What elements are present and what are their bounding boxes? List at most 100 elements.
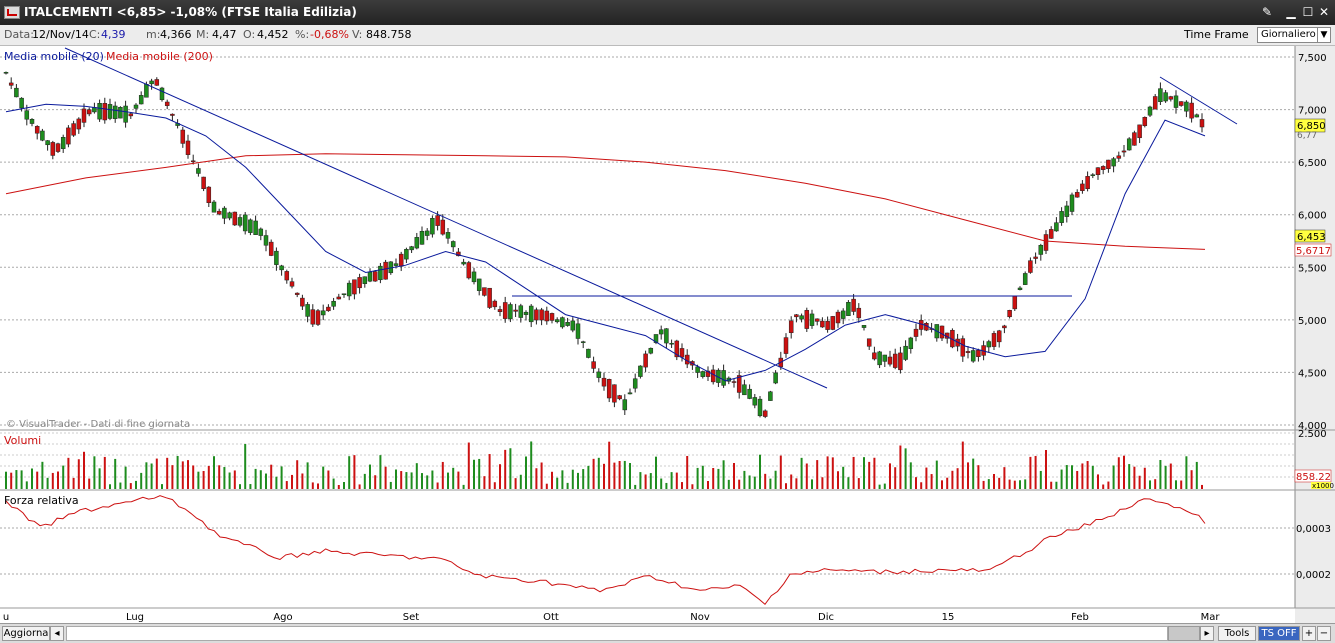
candle-body	[346, 282, 352, 297]
candle-body	[908, 337, 914, 349]
candle-body	[762, 410, 768, 417]
candle-body	[341, 293, 347, 295]
scroll-left-button[interactable]: ◂	[50, 626, 64, 641]
candle-body	[279, 265, 284, 271]
candle-body	[856, 307, 862, 319]
candle-body	[903, 345, 908, 360]
refresh-button[interactable]: Aggiorna	[2, 626, 50, 641]
candle-body	[378, 265, 383, 281]
candle-body	[794, 314, 799, 318]
candle-body	[1012, 295, 1018, 310]
candle-body	[820, 320, 825, 328]
candle-body	[284, 271, 290, 281]
candle-body	[830, 316, 836, 330]
candle-body	[1106, 159, 1111, 170]
candle-body	[50, 142, 56, 156]
close-label: C:	[89, 28, 101, 41]
candle-body	[461, 261, 466, 265]
candle-body	[372, 271, 378, 282]
horizontal-scrollbar[interactable]	[66, 626, 1168, 641]
candle-body	[627, 392, 633, 395]
min-label: m:	[146, 28, 161, 41]
close-button[interactable]: ✕	[1318, 5, 1330, 19]
candle-body	[835, 311, 841, 324]
candle-body	[747, 388, 752, 399]
max-value: 4,47	[212, 28, 237, 41]
plus-icon[interactable]: +	[1302, 626, 1316, 641]
scroll-thumb[interactable]	[1168, 626, 1200, 641]
candle-body	[450, 241, 456, 248]
candle-body	[336, 296, 342, 300]
candle-body	[586, 348, 591, 358]
candle-body	[617, 395, 622, 400]
maximize-button[interactable]: ☐	[1302, 5, 1314, 19]
candle-body	[211, 201, 217, 213]
candle-body	[320, 310, 326, 316]
y-tick-label: 0,0002	[1296, 570, 1331, 581]
candle-body	[1184, 101, 1189, 112]
candle-body	[357, 277, 362, 289]
min-value: 4,366	[160, 28, 192, 41]
candle-body	[24, 110, 30, 120]
ma20-badge: 6,453	[1297, 232, 1326, 243]
minus-icon[interactable]: −	[1317, 626, 1331, 641]
candle-body	[887, 356, 893, 365]
minimize-button[interactable]: ▁	[1286, 5, 1296, 19]
candle-body	[752, 397, 758, 406]
scroll-right-button[interactable]: ▸	[1200, 626, 1214, 641]
ts-toggle-button[interactable]: TS OFF	[1258, 626, 1300, 641]
candle-body	[492, 300, 498, 308]
y-tick-label: 5,500	[1298, 263, 1327, 274]
volume-last-badge: 858.22	[1296, 472, 1331, 483]
candle-body	[253, 220, 258, 235]
candle-body	[232, 211, 238, 226]
candle-body	[352, 279, 357, 295]
candle-body	[331, 300, 336, 307]
candle-body	[679, 348, 685, 358]
candle-body	[632, 378, 638, 389]
candle-body	[55, 143, 61, 152]
rs-panel-label: Forza relativa	[4, 494, 79, 507]
candle-body	[398, 253, 404, 267]
candle-body	[107, 104, 113, 119]
candle-body	[757, 398, 763, 417]
tools-pin-icon[interactable]: ✎	[1261, 5, 1273, 19]
chevron-down-icon: ▼	[1317, 28, 1330, 42]
candle-body	[128, 113, 134, 117]
candle-body	[367, 271, 373, 282]
candle-body	[112, 105, 118, 119]
candle-body	[1173, 95, 1179, 108]
candle-body	[658, 329, 664, 335]
candle-body	[476, 278, 482, 291]
candle-body	[861, 325, 867, 328]
legend-ma200: Media mobile (200)	[106, 50, 213, 63]
candle-body	[263, 235, 269, 246]
candle-body	[40, 130, 45, 141]
candle-body	[518, 305, 524, 318]
candle-body	[1038, 244, 1044, 255]
candle-body	[1074, 192, 1080, 198]
y-tick-label: 5,000	[1298, 316, 1327, 327]
candle-body	[539, 309, 544, 321]
candle-body	[71, 123, 76, 136]
candle-body	[300, 297, 305, 307]
relative-strength-line	[5, 495, 1206, 606]
candle-body	[440, 219, 446, 235]
candle-body	[554, 319, 560, 323]
candle-body	[3, 72, 9, 74]
candle-body	[653, 334, 659, 343]
timeframe-select[interactable]: Giornaliero ▼	[1257, 27, 1331, 43]
price-chart[interactable]: 7,500 7,000 6,500 6,000 5,500 5,000 4,500 4,000…	[0, 46, 1335, 623]
candle-body	[305, 304, 310, 317]
candle-body	[1189, 102, 1194, 119]
volume-unit: x1000	[1312, 482, 1334, 490]
candle-body	[1158, 88, 1163, 102]
candle-body	[196, 168, 201, 174]
legend-ma20: Media mobile (20)	[4, 50, 104, 63]
y-tick-label: 0,0003	[1296, 524, 1331, 535]
candle-body	[159, 87, 165, 101]
tools-button[interactable]: Tools	[1218, 626, 1256, 641]
candle-body	[960, 338, 966, 357]
candle-body	[14, 87, 19, 98]
candle-body	[1116, 155, 1122, 159]
